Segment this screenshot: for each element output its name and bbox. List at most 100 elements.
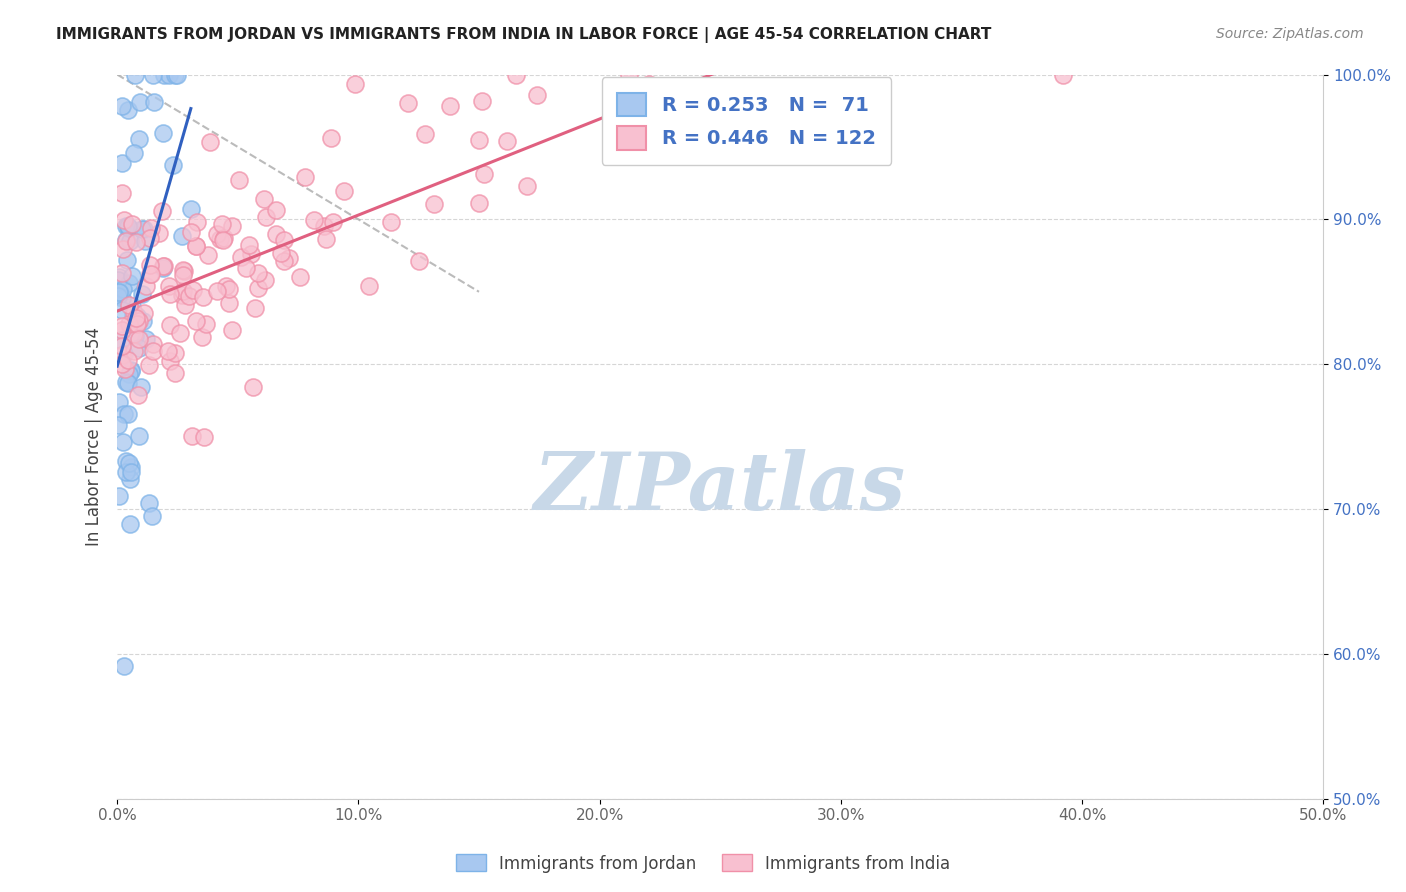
Point (138, 496, 160, 510)
Point (135, 279, 157, 293)
Legend: R = 0.253   N =  71, R = 0.446   N = 122: R = 0.253 N = 71, R = 0.446 N = 122 (602, 77, 891, 165)
Point (107, 489, 129, 503)
Point (315, 231, 337, 245)
Point (127, 388, 149, 402)
Point (195, 317, 218, 331)
Point (124, 68, 146, 82)
Point (125, 317, 148, 331)
Point (526, 87, 548, 102)
Point (254, 210, 277, 224)
Point (118, 456, 141, 470)
Point (117, 376, 139, 390)
Point (124, 306, 146, 320)
Point (115, 454, 138, 468)
Point (114, 235, 136, 249)
Point (150, 204, 173, 219)
Point (191, 290, 214, 304)
Point (132, 222, 155, 236)
Point (107, 273, 129, 287)
Point (121, 307, 143, 321)
Y-axis label: In Labor Force | Age 45-54: In Labor Force | Age 45-54 (86, 327, 103, 546)
Point (135, 332, 157, 346)
Point (181, 283, 204, 297)
Point (117, 353, 139, 368)
Point (211, 218, 233, 232)
Point (264, 227, 287, 241)
Point (148, 227, 170, 241)
Point (218, 282, 240, 296)
Point (278, 251, 301, 265)
Point (312, 219, 335, 233)
Point (128, 132, 150, 146)
Point (273, 253, 295, 268)
Point (118, 317, 141, 331)
Point (229, 250, 252, 264)
Point (240, 247, 263, 261)
Point (112, 658, 135, 673)
Point (127, 314, 149, 328)
Point (245, 301, 267, 315)
Point (114, 407, 136, 421)
Point (242, 380, 264, 394)
Point (253, 273, 276, 287)
Point (111, 242, 134, 256)
Point (112, 281, 135, 295)
Point (253, 192, 276, 206)
Point (129, 379, 152, 393)
Point (205, 284, 228, 298)
Point (247, 281, 270, 295)
Text: IMMIGRANTS FROM JORDAN VS IMMIGRANTS FROM INDIA IN LABOR FORCE | AGE 45-54 CORRE: IMMIGRANTS FROM JORDAN VS IMMIGRANTS FRO… (56, 27, 991, 43)
Point (159, 318, 181, 332)
Point (173, 264, 195, 278)
Point (169, 326, 191, 340)
Point (125, 235, 148, 249)
Point (177, 288, 200, 302)
Point (172, 288, 194, 302)
Point (209, 232, 232, 246)
Point (159, 286, 181, 301)
Point (108, 285, 131, 300)
Point (173, 298, 195, 312)
Point (197, 248, 219, 262)
Point (221, 219, 243, 233)
Point (180, 225, 202, 239)
Point (180, 428, 202, 442)
Point (186, 239, 208, 253)
Point (111, 318, 134, 333)
Point (408, 253, 430, 268)
Point (132, 314, 155, 328)
Point (121, 269, 143, 284)
Point (142, 343, 165, 358)
Point (124, 329, 146, 343)
Point (228, 172, 250, 186)
Point (111, 156, 134, 170)
Point (125, 309, 148, 323)
Point (118, 368, 141, 382)
Point (138, 267, 160, 281)
Point (413, 127, 436, 141)
Point (142, 68, 165, 82)
Point (166, 68, 188, 82)
Point (118, 221, 141, 235)
Point (112, 213, 135, 227)
Point (117, 103, 139, 117)
Point (619, 68, 641, 82)
Point (114, 362, 136, 376)
Point (637, 77, 659, 91)
Point (193, 430, 215, 444)
Point (125, 310, 148, 325)
Point (165, 346, 187, 360)
Point (111, 339, 134, 353)
Point (165, 367, 187, 381)
Point (505, 68, 527, 82)
Point (117, 219, 139, 233)
Point (302, 213, 325, 227)
Point (238, 238, 260, 252)
Point (186, 214, 208, 228)
Point (184, 239, 207, 253)
Point (111, 357, 134, 371)
Point (121, 299, 143, 313)
Point (270, 246, 292, 260)
Point (131, 286, 153, 301)
Point (215, 279, 238, 293)
